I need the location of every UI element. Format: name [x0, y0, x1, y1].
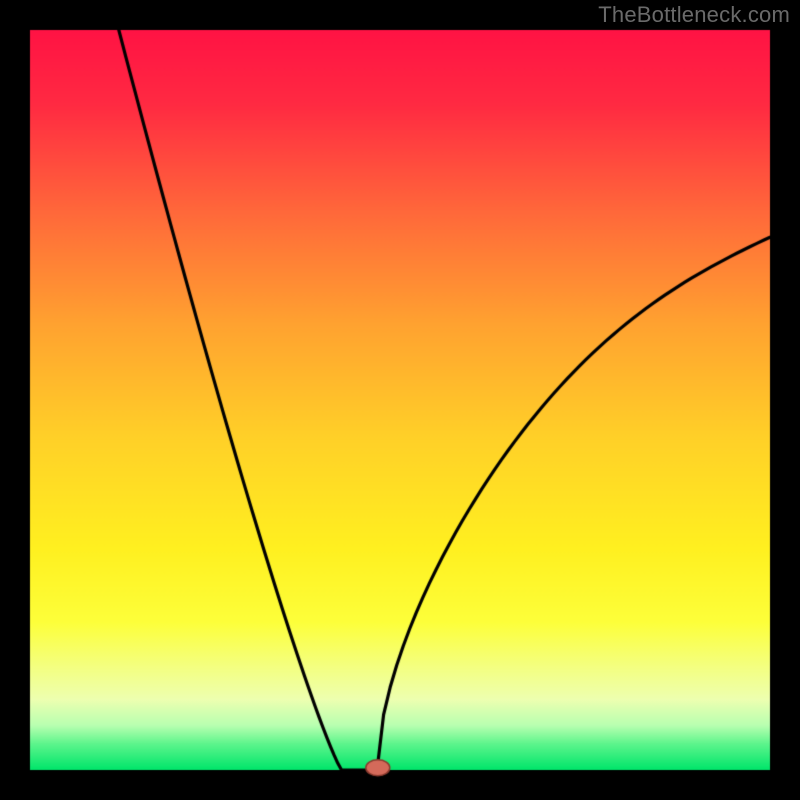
- bottleneck-curve-chart: [0, 0, 800, 800]
- attribution-label: TheBottleneck.com: [598, 2, 790, 28]
- chart-container: TheBottleneck.com: [0, 0, 800, 800]
